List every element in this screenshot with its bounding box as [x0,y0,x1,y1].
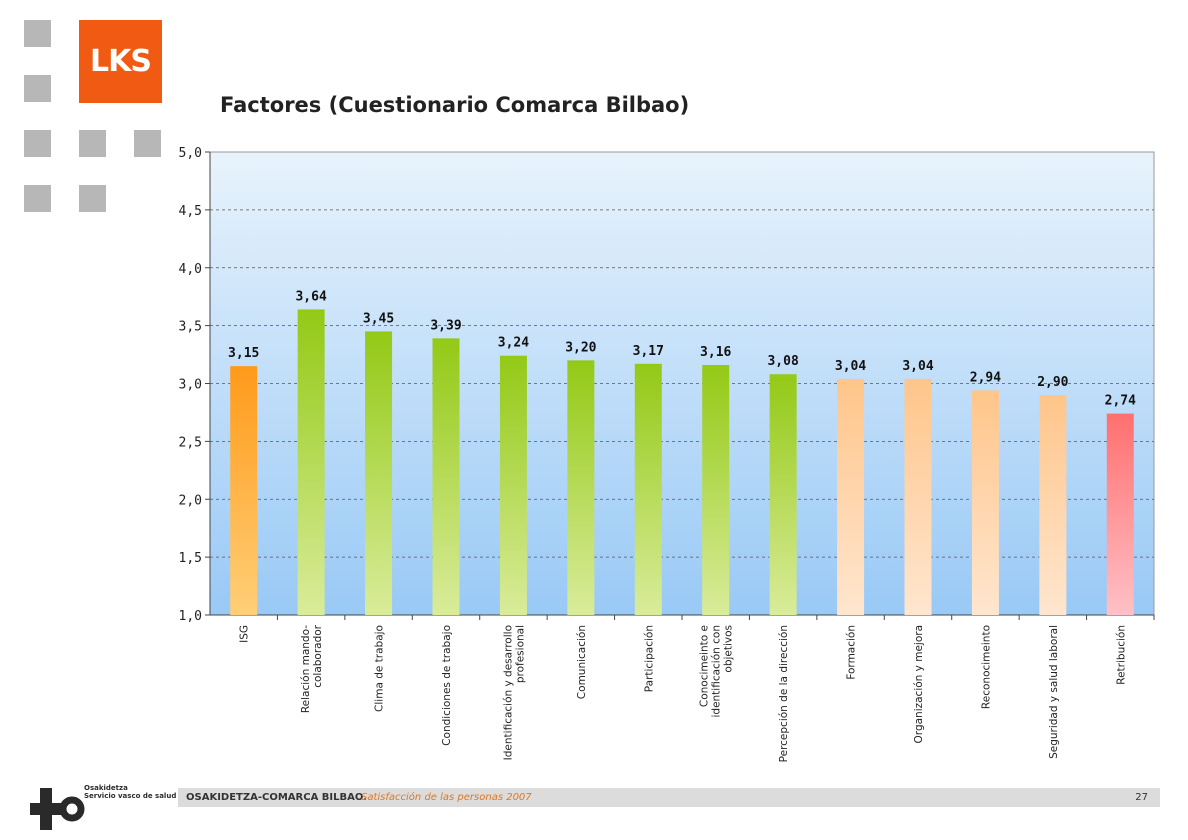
data-label: 3,45 [363,311,394,326]
y-tick-label: 3,5 [179,320,202,335]
decor-square [24,75,51,102]
x-tick-label: Reconocimeinto [980,625,992,709]
y-tick-label: 3,0 [179,378,202,393]
bar [365,331,393,615]
bar [702,364,730,615]
x-tick-label: Seguridad y salud laboral [1048,625,1060,759]
x-tick-label: Conocimeinto eidentificación conobjetivo… [699,625,735,718]
y-tick-label: 5,0 [179,146,202,161]
decor-square [79,185,106,212]
decor-square [24,20,51,47]
decor-square [24,130,51,157]
bar [499,355,527,615]
data-label: 3,17 [633,344,664,359]
bar [1039,395,1067,615]
x-tick-label: Percepción de la dirección [778,625,790,762]
bar [769,374,797,615]
bar [567,360,595,615]
data-label: 3,20 [565,340,596,355]
data-label: 3,04 [902,359,933,374]
bar [432,338,460,615]
y-tick-label: 1,0 [179,609,202,624]
page-number: 27 [1135,792,1148,803]
osakidetza-logo-icon [30,788,85,830]
footer-organization: OSAKIDETZA-COMARCA BILBAO. [186,792,367,803]
bar [230,366,258,615]
data-label: 3,64 [295,289,326,304]
data-label: 3,04 [835,359,866,374]
x-tick-label: Condiciones de trabajo [441,625,453,746]
data-label: 2,90 [1037,375,1068,390]
x-tick-label: Comunicación [576,625,588,699]
data-label: 3,15 [228,346,259,361]
bar [971,390,999,615]
y-tick-label: 4,5 [179,204,202,219]
osakidetza-logo-text: Osakidetza Servicio vasco de salud [84,784,177,800]
bar [634,363,662,615]
footer-subtitle: Satisfacción de las personas 2007 [361,792,532,803]
footer-bar: OSAKIDETZA-COMARCA BILBAO. Satisfacción … [178,788,1160,807]
bar [297,309,325,615]
plot-area [209,151,1155,616]
bar [837,378,865,615]
x-tick-label: Participación [643,625,655,692]
x-tick-label: Relación mando-colaborador [300,624,324,713]
data-label: 3,08 [767,354,798,369]
x-tick-label: Organización y mejora [913,625,925,743]
y-tick-label: 1,5 [179,551,202,566]
bar [904,378,932,615]
y-tick-label: 2,5 [179,435,202,450]
decor-square [79,130,106,157]
chart-title: Factores (Cuestionario Comarca Bilbao) [220,93,690,117]
y-tick-label: 4,0 [179,262,202,277]
y-tick-label: 2,0 [179,493,202,508]
data-label: 2,94 [970,370,1001,385]
decor-square [24,185,51,212]
data-label: 3,16 [700,345,731,360]
data-label: 3,24 [498,336,529,351]
data-label: 3,39 [430,318,461,333]
x-tick-label: Identificación y desarrolloprofesional [502,625,526,760]
x-tick-label: ISG [239,625,251,643]
bar [1106,413,1134,615]
data-label: 2,74 [1105,394,1136,409]
decor-square [134,130,161,157]
x-tick-label: Formación [846,625,858,680]
bar-chart: 1,0 1,5 2,0 2,5 3,0 3,5 4,0 4,5 5,0 3,15 ISG 3,64 Re… [179,146,1155,762]
x-tick-label: Clima de trabajo [374,625,386,712]
x-tick-label: Retribución [1115,625,1127,685]
lks-logo: LKS [79,20,162,103]
